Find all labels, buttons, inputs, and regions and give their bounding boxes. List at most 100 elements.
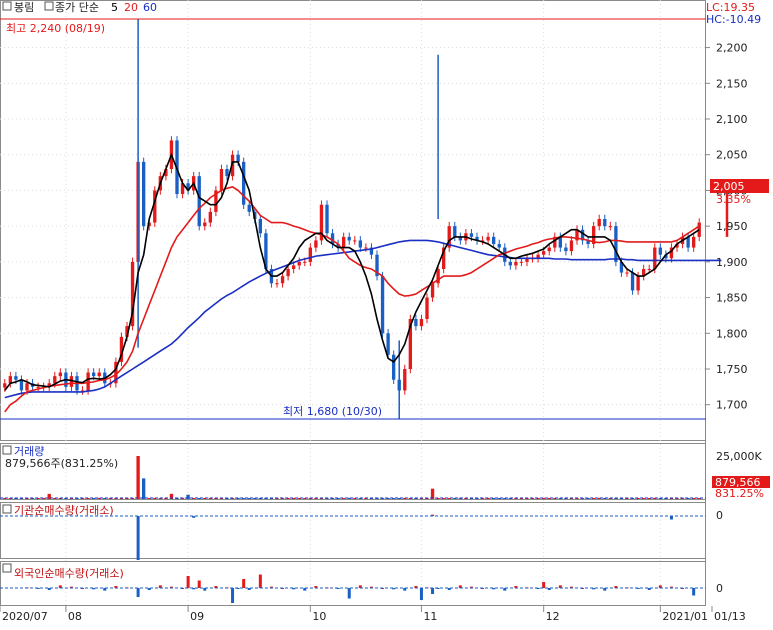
candle-body [69,376,74,387]
foreign-bar [69,586,73,588]
y-tick-label: 2,050 [716,149,748,162]
volume-bar [153,497,157,499]
candle-body [208,211,212,223]
candle-body [125,326,129,337]
institution-title: 기관순매수량(거래소) [14,504,114,517]
foreign-bar [647,588,651,590]
institution-toggle-icon[interactable] [2,504,12,514]
ma60-label: 60 [143,1,157,14]
foreign-bar [636,588,640,589]
y-tick-label: 2,200 [716,42,748,55]
volume-toggle-icon[interactable] [2,445,12,455]
chart-header: 봉림 종가 단순 5 20 60 LC:19.35 HC:-10.49 [2,1,761,26]
candle-body [280,276,285,284]
volume-bar [436,498,440,499]
y-tick-label: 1,900 [716,256,748,269]
candle-body [575,229,579,241]
foreign-bar [242,579,246,588]
candle-body [303,261,307,263]
candle-body [292,265,296,269]
candle-body [458,236,462,241]
foreign-bar [614,586,618,588]
ma20-line [4,186,700,413]
ma-toggle-icon[interactable] [44,1,54,11]
candle-body [547,247,551,252]
hc-label: HC:-10.49 [706,13,761,26]
low-price-label: 최저 1,680 (10/30) [283,405,382,418]
foreign-bar [158,585,162,588]
candle-body [353,240,357,242]
volume-bar [697,498,701,499]
volume-panel [0,443,706,500]
foreign-bar [469,586,473,588]
candle-body [186,183,190,191]
foreign-bar [503,588,507,591]
candle-body [314,240,318,248]
candle-body [247,204,251,212]
volume-bar [203,498,207,499]
candle-body [342,236,346,248]
candle-body [675,244,679,248]
candle-body [558,236,562,248]
volume-bar [147,498,151,499]
volume-bar [430,488,435,499]
candle-body [614,226,618,262]
candle-body [180,183,185,194]
candle-body [53,376,57,384]
candle-body [597,219,601,227]
foreign-bar [58,585,62,588]
lc-label: LC:19.35 [706,1,755,14]
volume-bar [236,497,240,499]
candle-body [480,240,485,242]
institution-bar [431,514,435,516]
volume-bar [492,498,496,499]
candle-body [319,204,324,241]
candle-body [608,226,612,228]
foreign-bar [592,588,596,590]
candle-body [436,269,440,284]
volume-bar [136,456,140,499]
candle-body [664,254,668,259]
foreign-bar [358,585,362,588]
candle-body [203,222,207,227]
volume-bar [592,498,596,499]
grid [0,0,706,606]
volume-bar [197,498,201,499]
volume-bar [353,498,357,499]
volume-bar [497,498,501,499]
candle-body [592,226,596,244]
foreign-bar [336,588,340,589]
candle-body [325,204,329,234]
foreign-toggle-icon[interactable] [2,563,12,573]
institution-bar [192,516,196,518]
volume-bar [486,497,490,499]
foreign-bar [92,588,96,590]
candle-body [497,244,501,248]
institution-bar [669,516,673,520]
volume-bar [536,498,540,499]
volume-bar [403,497,407,499]
foreign-bar [692,588,696,596]
candle-body [258,219,262,234]
volume-bar [86,498,90,499]
candle-body [392,354,396,380]
candle-body [553,236,557,248]
candle-body [603,219,607,227]
candle-body [508,261,512,266]
candles [3,19,729,419]
candle-body [419,319,424,327]
foreign-bar [558,585,562,588]
candle-body [114,361,118,384]
institution-bars [136,514,673,560]
volume-bar [392,498,396,499]
foreign-bar [36,588,40,589]
candle-body [119,336,124,362]
ma-label: 종가 단순 [55,1,99,14]
foreign-bar [403,588,407,591]
candle-body [219,169,224,191]
panel-toggle-icon[interactable] [2,1,12,11]
foreign-bar [447,588,451,590]
volume-bar [192,498,196,499]
